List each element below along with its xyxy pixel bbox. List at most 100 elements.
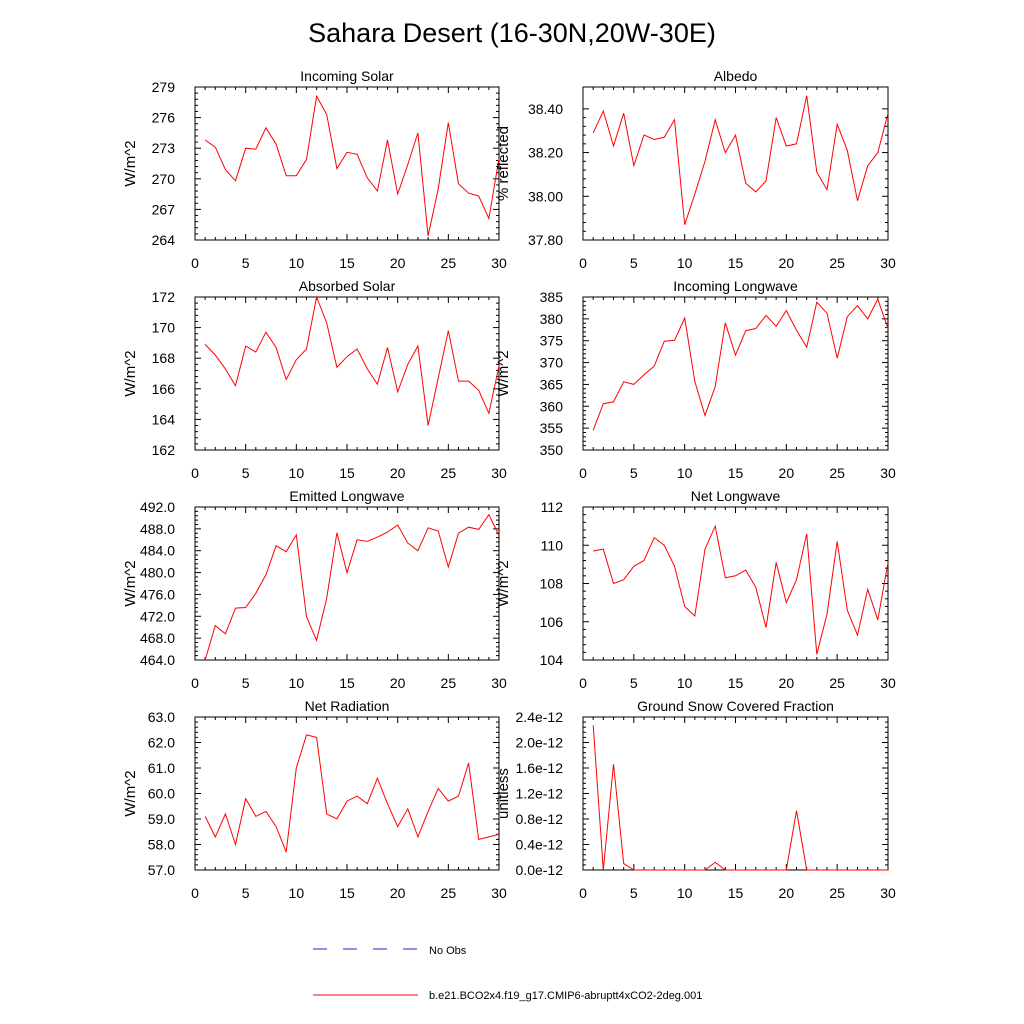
x-tick-label: 25 xyxy=(829,255,845,271)
x-tick-label: 25 xyxy=(829,675,845,691)
plot-frame xyxy=(582,716,889,871)
plot-frame xyxy=(582,86,889,241)
x-tick-label: 0 xyxy=(579,675,587,691)
y-tick-label: 168 xyxy=(152,350,176,366)
x-tick-label: 15 xyxy=(728,885,744,901)
plot-frame xyxy=(194,296,500,451)
y-tick-label: 350 xyxy=(540,442,564,458)
y-tick-label: 380 xyxy=(540,311,564,327)
x-tick-label: 25 xyxy=(441,675,457,691)
y-tick-label: 267 xyxy=(152,201,176,217)
x-tick-label: 30 xyxy=(880,675,896,691)
y-tick-label: 0.0e-12 xyxy=(516,862,564,878)
x-tick-label: 15 xyxy=(339,465,355,481)
y-tick-label: 0.4e-12 xyxy=(516,837,564,853)
x-tick-label: 20 xyxy=(390,675,406,691)
y-tick-label: 276 xyxy=(152,110,176,126)
x-tick-label: 20 xyxy=(779,885,795,901)
x-tick-label: 0 xyxy=(191,465,199,481)
x-tick-label: 10 xyxy=(289,255,305,271)
y-tick-label: 38.00 xyxy=(528,188,563,204)
chart-panel: Net Radiation W/m^2 0 5 10 15 20 25 30 57.0 58.0 59… xyxy=(122,698,507,901)
x-tick-label: 0 xyxy=(191,675,199,691)
y-tick-label: 279 xyxy=(152,79,176,95)
x-tick-label: 5 xyxy=(242,465,250,481)
y-tick-label: 63.0 xyxy=(148,709,175,725)
x-tick-label: 5 xyxy=(242,255,250,271)
plot-frame xyxy=(582,296,889,451)
x-tick-label: 15 xyxy=(339,675,355,691)
legend-model-label: b.e21.BCO2x4.f19_g17.CMIP6-abruptt4xCO2-… xyxy=(429,990,702,1002)
series-line xyxy=(204,295,500,426)
y-tick-label: 38.40 xyxy=(528,101,563,117)
y-axis-label: W/m^2 xyxy=(122,560,139,606)
y-axis-label: W/m^2 xyxy=(122,350,139,396)
x-tick-label: 10 xyxy=(677,675,693,691)
x-tick-label: 5 xyxy=(630,465,638,481)
x-tick-label: 15 xyxy=(728,465,744,481)
y-tick-label: 162 xyxy=(152,442,176,458)
panel-title: Net Longwave xyxy=(691,488,781,504)
y-axis-label: % reflected xyxy=(495,126,512,201)
x-tick-label: 20 xyxy=(779,465,795,481)
x-tick-label: 0 xyxy=(579,465,587,481)
y-tick-label: 365 xyxy=(540,376,564,392)
y-tick-label: 1.6e-12 xyxy=(516,760,564,776)
x-tick-label: 15 xyxy=(339,255,355,271)
x-tick-label: 10 xyxy=(289,465,305,481)
x-tick-label: 25 xyxy=(441,465,457,481)
x-tick-label: 20 xyxy=(779,675,795,691)
y-tick-label: 104 xyxy=(540,652,564,668)
x-tick-label: 30 xyxy=(491,885,507,901)
chart-panel: Net Longwave W/m^2 0 5 10 15 20 25 30 104 106 108 11… xyxy=(495,488,896,691)
y-tick-label: 112 xyxy=(541,499,564,515)
x-tick-label: 30 xyxy=(880,885,896,901)
legend: No Obs b.e21.BCO2x4.f19_g17.CMIP6-abrupt… xyxy=(313,945,702,1002)
y-tick-label: 62.0 xyxy=(148,735,175,751)
y-tick-label: 360 xyxy=(540,398,564,414)
chart-panel: Ground Snow Covered Fraction unitless 0 5 10… xyxy=(495,698,896,901)
y-tick-label: 270 xyxy=(152,171,176,187)
x-tick-label: 25 xyxy=(829,465,845,481)
series-line xyxy=(592,725,888,871)
x-tick-label: 30 xyxy=(880,465,896,481)
x-tick-label: 10 xyxy=(677,255,693,271)
y-tick-label: 370 xyxy=(540,355,564,371)
legend-obs-label: No Obs xyxy=(429,945,467,957)
y-tick-label: 106 xyxy=(540,614,564,630)
x-tick-label: 25 xyxy=(441,885,457,901)
x-tick-label: 0 xyxy=(191,255,199,271)
y-tick-label: 61.0 xyxy=(148,760,175,776)
y-tick-label: 110 xyxy=(541,537,564,553)
y-tick-label: 108 xyxy=(540,576,564,592)
x-tick-label: 25 xyxy=(441,255,457,271)
x-tick-label: 5 xyxy=(242,885,250,901)
x-tick-label: 10 xyxy=(677,885,693,901)
y-tick-label: 480.0 xyxy=(140,565,175,581)
x-tick-label: 30 xyxy=(491,675,507,691)
series-line xyxy=(204,513,500,661)
panel-title: Emitted Longwave xyxy=(289,488,404,504)
series-line xyxy=(592,297,889,431)
plot-frame xyxy=(194,716,500,871)
x-tick-label: 20 xyxy=(390,885,406,901)
x-tick-label: 10 xyxy=(289,885,305,901)
y-axis-label: W/m^2 xyxy=(122,140,139,186)
y-tick-label: 375 xyxy=(540,333,564,349)
y-tick-label: 170 xyxy=(152,320,176,336)
y-tick-label: 37.80 xyxy=(528,232,563,248)
y-tick-label: 0.8e-12 xyxy=(516,811,564,827)
y-tick-label: 59.0 xyxy=(148,811,175,827)
y-tick-label: 264 xyxy=(152,232,176,248)
y-tick-label: 58.0 xyxy=(148,837,175,853)
series-line xyxy=(593,524,889,655)
x-tick-label: 5 xyxy=(630,675,638,691)
panel-title: Albedo xyxy=(714,68,758,84)
x-tick-label: 30 xyxy=(491,465,507,481)
chart-panel: Absorbed Solar W/m^2 0 5 10 15 20 25 30 162 164 166… xyxy=(122,278,507,481)
y-tick-label: 488.0 xyxy=(140,521,175,537)
x-tick-label: 30 xyxy=(491,255,507,271)
y-tick-label: 172 xyxy=(152,289,176,305)
chart-panel: Albedo % reflected 0 5 10 15 20 25 30 37.80 38.00 3… xyxy=(495,68,896,271)
